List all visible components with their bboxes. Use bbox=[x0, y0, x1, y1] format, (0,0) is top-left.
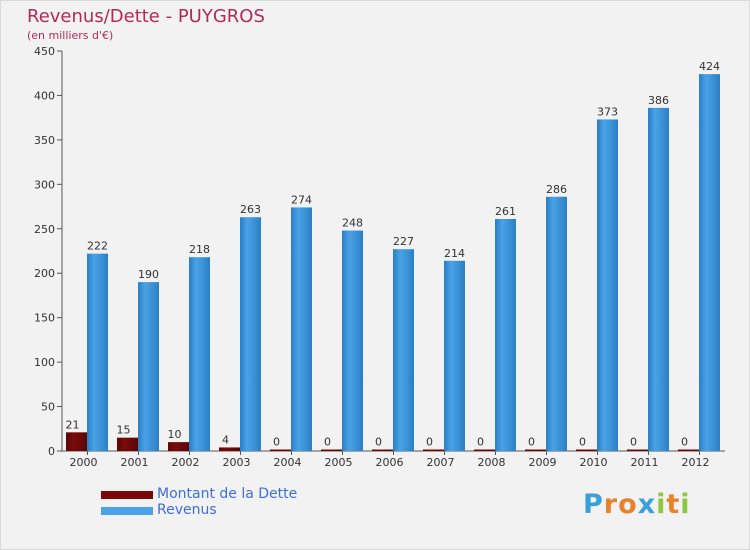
bar-dette-2010 bbox=[576, 449, 597, 451]
x-tick-label: 2009 bbox=[529, 456, 557, 469]
data-label-dette-2011: 0 bbox=[630, 436, 637, 449]
bar-dette-2012 bbox=[678, 449, 699, 451]
y-tick-label: 400 bbox=[34, 89, 55, 102]
bar-dette-2000 bbox=[66, 432, 87, 451]
logo-letter: t bbox=[666, 489, 681, 520]
data-label-dette-2012: 0 bbox=[681, 436, 688, 449]
data-label-revenus-2004: 274 bbox=[291, 193, 312, 206]
x-tick-label: 2008 bbox=[478, 456, 506, 469]
data-label-dette-2003: 4 bbox=[222, 433, 229, 446]
bar-dette-2007 bbox=[423, 449, 444, 451]
bar-revenus-2008 bbox=[495, 219, 516, 451]
data-label-revenus-2009: 286 bbox=[546, 183, 567, 196]
data-label-dette-2002: 10 bbox=[168, 428, 182, 441]
x-tick-label: 2006 bbox=[376, 456, 404, 469]
bar-dette-2003 bbox=[219, 447, 240, 451]
data-label-dette-2000: 21 bbox=[66, 418, 80, 431]
legend-swatch-revenus bbox=[101, 507, 153, 515]
logo-letter: i bbox=[656, 489, 667, 520]
x-tick-label: 2007 bbox=[427, 456, 455, 469]
bar-revenus-2005 bbox=[342, 230, 363, 451]
data-label-dette-2006: 0 bbox=[375, 436, 382, 449]
data-label-revenus-2000: 222 bbox=[87, 240, 108, 253]
data-label-revenus-2002: 218 bbox=[189, 243, 210, 256]
chart-subtitle: (en milliers d'€) bbox=[27, 29, 114, 42]
logo-letter: i bbox=[680, 489, 691, 520]
bar-revenus-2010 bbox=[597, 119, 618, 451]
y-tick-label: 300 bbox=[34, 178, 55, 191]
bar-revenus-2002 bbox=[189, 257, 210, 451]
bar-revenus-2007 bbox=[444, 260, 465, 451]
y-tick-label: 100 bbox=[34, 356, 55, 369]
data-label-revenus-2001: 190 bbox=[138, 268, 159, 281]
x-tick-label: 2011 bbox=[631, 456, 659, 469]
bar-dette-2011 bbox=[627, 449, 648, 451]
y-tick-label: 450 bbox=[34, 45, 55, 58]
bar-dette-2008 bbox=[474, 449, 495, 451]
x-tick-label: 2003 bbox=[223, 456, 251, 469]
logo-letter: x bbox=[637, 489, 657, 520]
data-label-dette-2001: 15 bbox=[117, 424, 131, 437]
proxiti-logo: Proxiti bbox=[583, 489, 691, 520]
data-label-dette-2010: 0 bbox=[579, 436, 586, 449]
legend-label-dette: Montant de la Dette bbox=[157, 486, 298, 502]
legend-label-revenus: Revenus bbox=[157, 502, 217, 518]
x-tick-label: 2010 bbox=[580, 456, 608, 469]
data-label-revenus-2012: 424 bbox=[699, 60, 720, 73]
y-tick-label: 50 bbox=[41, 401, 55, 414]
y-tick-label: 0 bbox=[48, 445, 55, 458]
x-tick-label: 2012 bbox=[682, 456, 710, 469]
data-label-dette-2009: 0 bbox=[528, 436, 535, 449]
chart-title: Revenus/Dette - PUYGROS bbox=[27, 6, 265, 27]
x-tick-label: 2005 bbox=[325, 456, 353, 469]
data-label-dette-2005: 0 bbox=[324, 436, 331, 449]
bar-revenus-2003 bbox=[240, 217, 261, 451]
bar-dette-2004 bbox=[270, 449, 291, 451]
logo-letter: o bbox=[618, 489, 638, 520]
data-label-dette-2007: 0 bbox=[426, 436, 433, 449]
x-tick-label: 2002 bbox=[172, 456, 200, 469]
x-tick-label: 2004 bbox=[274, 456, 302, 469]
y-tick-label: 200 bbox=[34, 267, 55, 280]
bar-revenus-2009 bbox=[546, 196, 567, 451]
bar-revenus-2006 bbox=[393, 249, 414, 451]
legend-swatch-dette bbox=[101, 491, 153, 499]
bar-dette-2002 bbox=[168, 442, 189, 451]
data-label-revenus-2008: 261 bbox=[495, 205, 516, 218]
data-label-dette-2004: 0 bbox=[273, 436, 280, 449]
data-label-revenus-2011: 386 bbox=[648, 94, 669, 107]
bar-revenus-2012 bbox=[699, 74, 720, 451]
y-tick-label: 250 bbox=[34, 223, 55, 236]
y-tick-label: 150 bbox=[34, 312, 55, 325]
logo-letter: r bbox=[603, 489, 619, 520]
data-label-revenus-2007: 214 bbox=[444, 247, 465, 260]
logo-letter: P bbox=[583, 489, 604, 520]
data-label-revenus-2005: 248 bbox=[342, 217, 363, 230]
bar-revenus-2004 bbox=[291, 207, 312, 451]
x-tick-label: 2000 bbox=[70, 456, 98, 469]
data-label-revenus-2003: 263 bbox=[240, 203, 261, 216]
bar-revenus-2001 bbox=[138, 282, 159, 451]
bar-dette-2006 bbox=[372, 449, 393, 451]
data-label-revenus-2010: 373 bbox=[597, 105, 618, 118]
data-label-dette-2008: 0 bbox=[477, 436, 484, 449]
bar-dette-2005 bbox=[321, 449, 342, 451]
y-tick-label: 350 bbox=[34, 134, 55, 147]
x-tick-label: 2001 bbox=[121, 456, 149, 469]
bar-dette-2001 bbox=[117, 437, 138, 451]
data-label-revenus-2006: 227 bbox=[393, 235, 414, 248]
bar-revenus-2000 bbox=[87, 253, 108, 451]
bar-revenus-2011 bbox=[648, 107, 669, 451]
bar-dette-2009 bbox=[525, 449, 546, 451]
